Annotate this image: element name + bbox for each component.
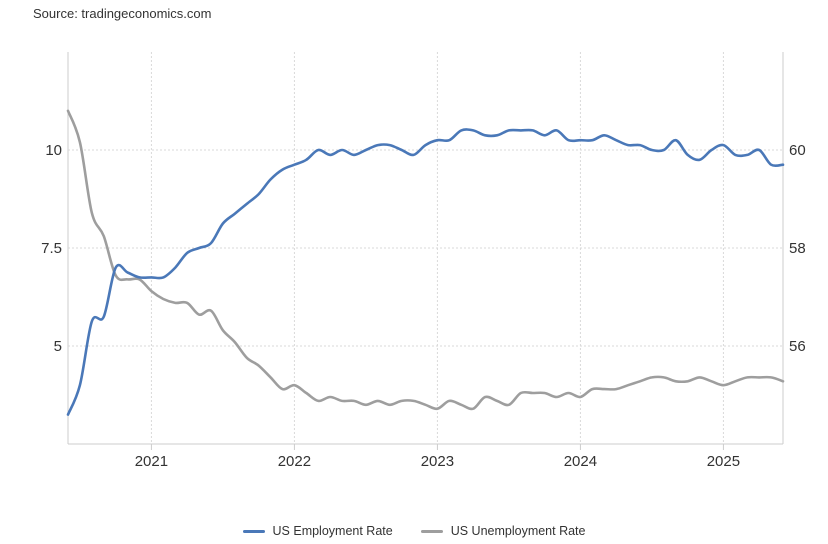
x-tick-label: 2022 xyxy=(278,453,311,470)
legend-swatch-employment xyxy=(242,529,265,533)
y-left-tick-label: 5 xyxy=(54,338,62,355)
unemployment-rate-line xyxy=(66,109,785,411)
y-left-tick-label: 10 xyxy=(45,142,62,159)
right-y-axis: 56 58 60 xyxy=(789,142,806,355)
legend-item-unemployment[interactable]: US Unemployment Rate xyxy=(420,524,586,538)
series-lines xyxy=(66,109,785,416)
x-tick-label: 2021 xyxy=(135,453,168,470)
y-left-tick-label: 7.5 xyxy=(41,240,62,257)
legend-item-employment[interactable]: US Employment Rate xyxy=(242,524,393,538)
source-label: Source: tradingeconomics.com xyxy=(33,6,212,21)
y-right-tick-label: 56 xyxy=(789,338,806,355)
gridlines xyxy=(67,52,784,445)
left-y-axis: 5 7.5 10 xyxy=(41,142,62,355)
x-tick-label: 2024 xyxy=(564,453,597,470)
legend-label-employment: US Employment Rate xyxy=(272,524,393,538)
legend-swatch-unemployment xyxy=(420,529,443,533)
x-tick-label: 2023 xyxy=(421,453,454,470)
legend: US Employment Rate US Unemployment Rate xyxy=(0,524,828,538)
x-axis: 2021 2022 2023 2024 2025 xyxy=(135,444,740,470)
y-right-tick-label: 58 xyxy=(789,240,806,257)
legend-label-unemployment: US Unemployment Rate xyxy=(450,524,586,538)
employment-rate-line xyxy=(66,128,785,416)
x-tick-label: 2025 xyxy=(707,453,740,470)
y-right-tick-label: 60 xyxy=(789,142,806,159)
